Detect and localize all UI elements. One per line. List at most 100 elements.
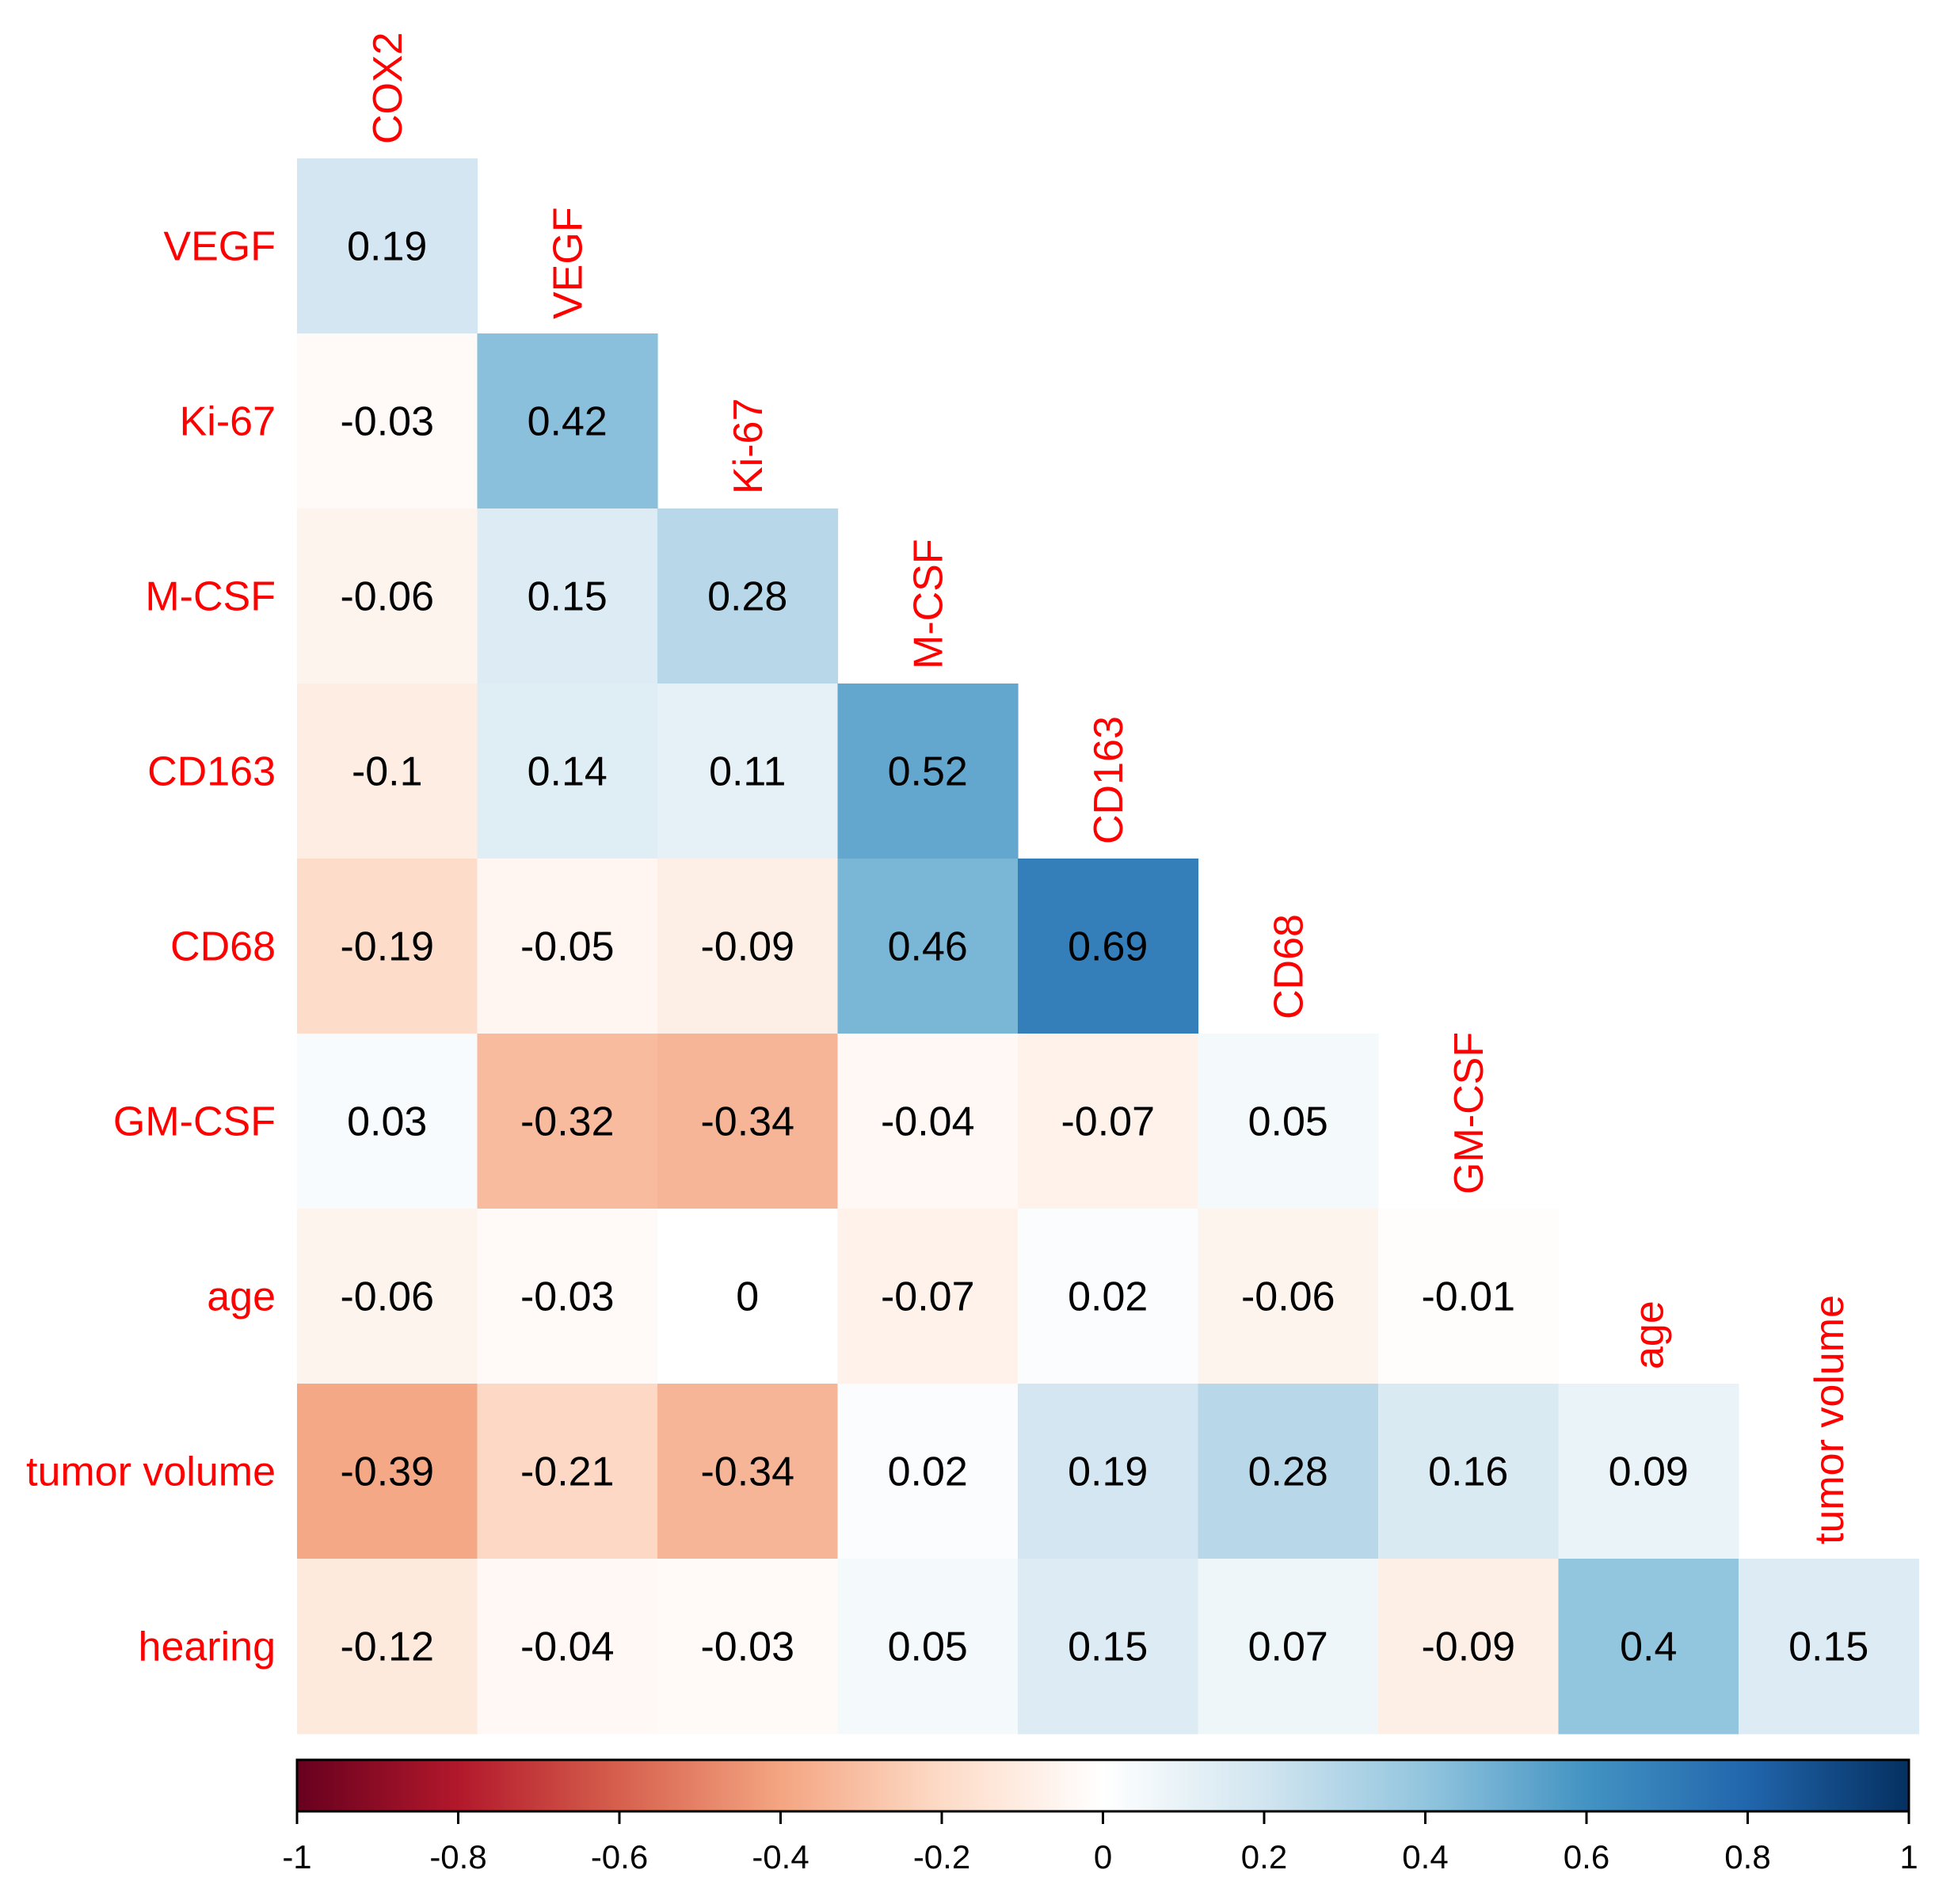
cell-value-label: -0.32 [520, 1099, 615, 1145]
heatmap-cell [297, 1034, 478, 1209]
cell-value-label: -0.34 [700, 1099, 794, 1145]
cell-value-label: 0 [736, 1274, 759, 1320]
heatmap-cell [837, 1384, 1019, 1559]
heatmap-cell [657, 508, 839, 684]
column-label: CD163 [1086, 716, 1132, 844]
cell-value-label: 0.03 [347, 1099, 427, 1145]
column-labels: COX2 VEGF Ki-67 M-CSF CD163 CD68 GM-CSF age tumo… [365, 32, 1853, 1544]
cell-value-label: -0.34 [700, 1449, 794, 1495]
column-label: COX2 [365, 32, 411, 144]
heatmap-cell [297, 333, 478, 509]
cell-value-label: 0.19 [1068, 1449, 1148, 1495]
colorbar-tick-label: 0.4 [1402, 1838, 1448, 1875]
cell-value-label: 0.15 [1788, 1624, 1868, 1670]
cell-value-label: 0.05 [888, 1624, 968, 1670]
cell-value-label: -0.06 [340, 574, 434, 620]
cell-value-label: 0.42 [528, 399, 608, 445]
heatmap-cell [297, 158, 478, 334]
heatmap-cell [1018, 1384, 1199, 1559]
row-label: CD163 [147, 749, 276, 795]
cell-value-label: 0.11 [709, 749, 786, 795]
cell-value-label: 0.69 [1068, 924, 1148, 970]
cell-value-label: -0.03 [340, 399, 434, 445]
heatmap-cell [477, 508, 658, 684]
column-label: Ki-67 [726, 398, 771, 494]
cell-value-label: -0.1 [352, 749, 423, 795]
heatmap-cell [477, 1384, 658, 1559]
row-label: CD68 [170, 924, 276, 970]
row-label: GM-CSF [113, 1099, 276, 1145]
column-label: M-CSF [905, 539, 951, 669]
colorbar: -1 -0.8 -0.6 -0.4 -0.2 0 0.2 0.4 0.6 0.8 1 [282, 1758, 1918, 1875]
colorbar-tick-label: -0.2 [913, 1838, 970, 1875]
cell-value-label: 0.28 [707, 574, 787, 620]
heatmap-cell [1378, 1209, 1560, 1384]
cell-value-label: 0.14 [528, 749, 608, 795]
heatmap-cell [837, 859, 1019, 1034]
colorbar-tick-label: 0.8 [1724, 1838, 1770, 1875]
heatmap-cell [657, 1034, 839, 1209]
cell-value-label: 0.19 [347, 224, 427, 270]
heatmap-cell [1198, 1034, 1379, 1209]
heatmap-cell [477, 1559, 658, 1735]
heatmap-cell [1018, 1034, 1199, 1209]
heatmap-cell [657, 1384, 839, 1559]
cell-value-label: -0.04 [881, 1099, 975, 1145]
heatmap-cells [297, 158, 1920, 1735]
heatmap-cell [1378, 1559, 1560, 1735]
colorbar-ticks: -1 -0.8 -0.6 -0.4 -0.2 0 0.2 0.4 0.6 0.8 1 [282, 1811, 1918, 1875]
heatmap-cell [1018, 859, 1199, 1034]
heatmap-cell [297, 684, 478, 859]
heatmap-cell [837, 1209, 1019, 1384]
column-label: CD68 [1266, 914, 1312, 1019]
row-label: M-CSF [145, 574, 276, 620]
colorbar-tick-label: 1 [1899, 1838, 1918, 1875]
cell-value-label: -0.03 [700, 1624, 794, 1670]
colorbar-tick-label: -0.6 [591, 1838, 648, 1875]
column-label: tumor volume [1807, 1295, 1853, 1544]
colorbar-tick-label: -0.8 [429, 1838, 486, 1875]
cell-value-label: 0.09 [1609, 1449, 1689, 1495]
column-label: GM-CSF [1446, 1032, 1492, 1194]
heatmap-cell [1739, 1559, 1920, 1735]
heatmap-cell [657, 1559, 839, 1735]
cell-value-label: -0.03 [520, 1274, 615, 1320]
heatmap-cell [477, 1209, 658, 1384]
colorbar-tick-label: -1 [282, 1838, 311, 1875]
cell-value-label: -0.21 [520, 1449, 615, 1495]
heatmap-cell [657, 859, 839, 1034]
row-label: hearing [139, 1624, 276, 1670]
heatmap-cell [297, 1559, 478, 1735]
heatmap-cell [297, 508, 478, 684]
heatmap-cell [477, 684, 658, 859]
cell-value-label: -0.01 [1421, 1274, 1515, 1320]
cell-value-label: -0.19 [340, 924, 434, 970]
cell-value-label: 0.16 [1428, 1449, 1508, 1495]
heatmap-cell [477, 859, 658, 1034]
cell-value-label: -0.06 [1241, 1274, 1335, 1320]
cell-value-label: 0.15 [528, 574, 608, 620]
cell-value-label: 0.02 [1068, 1274, 1148, 1320]
row-label: age [207, 1274, 276, 1320]
cell-value-label: -0.05 [520, 924, 615, 970]
heatmap-cell [1558, 1559, 1739, 1735]
heatmap-cell [1558, 1384, 1739, 1559]
heatmap-cell [837, 1034, 1019, 1209]
row-labels: VEGF Ki-67 M-CSF CD163 CD68 GM-CSF age tumor vo… [26, 224, 276, 1670]
row-label: tumor volume [26, 1449, 276, 1495]
cell-value-label: -0.09 [700, 924, 794, 970]
cell-value-label: 0.15 [1068, 1624, 1148, 1670]
column-label: age [1626, 1300, 1672, 1369]
cell-value-label: -0.09 [1421, 1624, 1515, 1670]
heatmap-cell [657, 684, 839, 859]
heatmap-cell [1198, 1209, 1379, 1384]
heatmap-cell [1198, 1559, 1379, 1735]
heatmap-cell [1198, 1384, 1379, 1559]
cell-value-label: -0.07 [1061, 1099, 1155, 1145]
row-label: Ki-67 [180, 399, 276, 445]
cell-value-label: 0.46 [888, 924, 968, 970]
cell-value-label: -0.07 [881, 1274, 975, 1320]
heatmap-cell [477, 1034, 658, 1209]
colorbar-tick-label: 0.6 [1564, 1838, 1609, 1875]
